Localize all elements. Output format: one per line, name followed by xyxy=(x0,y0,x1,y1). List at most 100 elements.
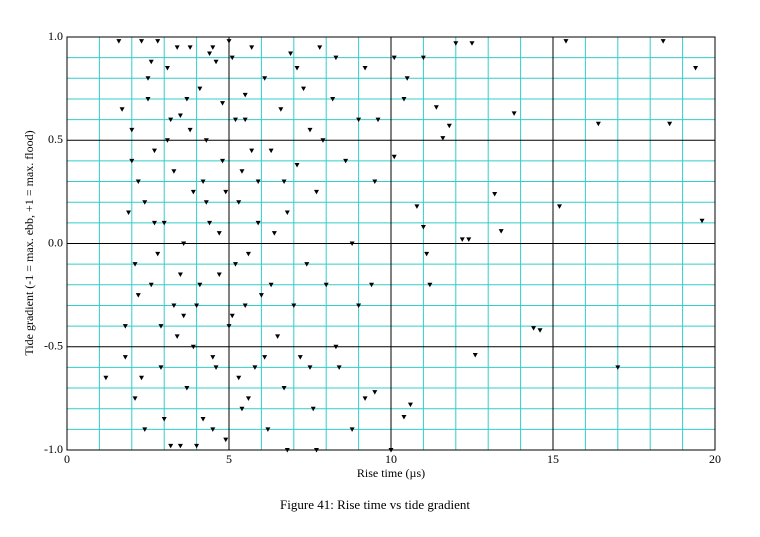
point xyxy=(498,229,504,234)
point xyxy=(320,138,326,143)
point xyxy=(187,45,193,50)
point xyxy=(164,138,170,143)
point xyxy=(297,355,303,360)
point xyxy=(245,396,251,401)
point xyxy=(135,293,141,298)
point xyxy=(223,189,229,195)
point xyxy=(177,272,183,277)
point xyxy=(148,59,154,65)
point xyxy=(213,59,219,65)
point xyxy=(236,375,242,381)
point xyxy=(187,127,193,133)
x-tick-label: 0 xyxy=(64,452,70,466)
point xyxy=(171,303,177,308)
point xyxy=(155,251,161,257)
point xyxy=(249,45,255,50)
point xyxy=(239,169,245,174)
point xyxy=(401,414,407,420)
point xyxy=(229,313,235,319)
point xyxy=(177,443,183,449)
point xyxy=(349,241,355,246)
point xyxy=(268,282,274,288)
point xyxy=(210,45,216,50)
point xyxy=(229,55,235,61)
point xyxy=(252,365,258,370)
point xyxy=(372,179,378,185)
point xyxy=(145,96,151,102)
point xyxy=(132,396,138,401)
point xyxy=(213,365,219,370)
point xyxy=(245,251,251,257)
point xyxy=(356,303,362,308)
point xyxy=(362,396,368,401)
point xyxy=(129,127,135,133)
point xyxy=(563,39,569,44)
point xyxy=(139,375,145,381)
point xyxy=(330,96,336,102)
point xyxy=(242,92,248,98)
point xyxy=(667,121,673,127)
point xyxy=(174,45,180,50)
point xyxy=(404,76,410,81)
point xyxy=(194,303,200,308)
figure-caption: Figure 41: Rise time vs tide gradient xyxy=(280,497,470,512)
point xyxy=(369,282,375,288)
point xyxy=(255,220,261,226)
x-tick-label: 5 xyxy=(226,452,232,466)
point xyxy=(310,406,316,412)
point xyxy=(420,55,426,61)
point xyxy=(216,272,222,277)
point xyxy=(407,402,413,408)
point xyxy=(122,355,128,360)
point xyxy=(284,210,290,216)
point xyxy=(333,344,339,350)
point xyxy=(103,375,109,381)
point xyxy=(184,96,190,102)
point xyxy=(203,200,209,205)
point xyxy=(142,200,148,205)
point xyxy=(181,313,187,319)
x-axis-label: Rise time (µs) xyxy=(357,466,425,480)
y-axis-label: Tide gradient (-1 = max. ebb, +1 = max. … xyxy=(22,130,36,355)
point xyxy=(135,179,141,185)
point xyxy=(220,158,226,164)
point xyxy=(210,355,216,360)
point xyxy=(472,353,478,358)
point xyxy=(268,148,274,154)
point xyxy=(362,65,368,71)
point xyxy=(242,303,248,308)
point xyxy=(349,427,355,432)
point xyxy=(453,41,459,46)
point xyxy=(699,218,705,224)
point xyxy=(210,427,216,432)
point xyxy=(126,210,132,216)
point xyxy=(203,138,209,143)
point xyxy=(197,86,203,92)
point xyxy=(258,293,264,298)
point xyxy=(226,39,232,44)
point xyxy=(239,406,245,412)
point xyxy=(151,220,157,226)
x-tick-label: 20 xyxy=(709,452,721,466)
point xyxy=(242,117,248,123)
point xyxy=(288,51,294,57)
point xyxy=(372,390,378,395)
point xyxy=(693,65,699,71)
point xyxy=(197,282,203,288)
point xyxy=(556,204,562,209)
point xyxy=(142,427,148,432)
point xyxy=(291,303,297,308)
point xyxy=(184,386,190,391)
point xyxy=(265,427,271,432)
points xyxy=(103,39,705,453)
point xyxy=(333,55,339,61)
point xyxy=(223,437,229,443)
point xyxy=(414,204,420,209)
x-tick-label: 15 xyxy=(547,452,559,466)
point xyxy=(262,355,268,360)
point xyxy=(531,326,537,331)
point xyxy=(158,365,164,370)
point xyxy=(232,262,238,267)
